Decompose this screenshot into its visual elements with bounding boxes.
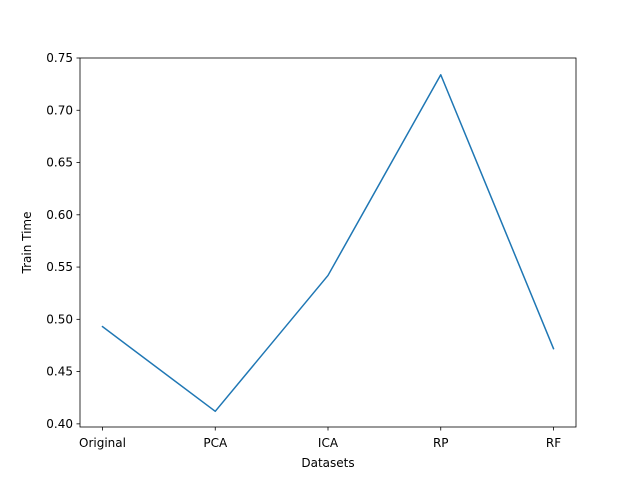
- y-tick-label: 0.55: [46, 260, 73, 274]
- plot-frame: [79, 57, 577, 428]
- y-tick-label: 0.60: [46, 208, 73, 222]
- y-tick-label: 0.40: [46, 417, 73, 431]
- x-axis-label: Datasets: [301, 456, 354, 470]
- y-tick-label: 0.50: [46, 312, 73, 326]
- x-axis-ticks: Original PCA ICA RP RF: [79, 427, 561, 450]
- y-tick-label: 0.45: [46, 365, 73, 379]
- y-tick-label: 0.75: [46, 51, 73, 65]
- x-tick-label: ICA: [318, 436, 339, 450]
- y-tick-label: 0.65: [46, 156, 73, 170]
- y-tick-label: 0.70: [46, 103, 73, 117]
- x-tick-label: RP: [433, 436, 449, 450]
- x-tick-label: Original: [79, 436, 126, 450]
- x-tick-label: RF: [546, 436, 561, 450]
- series-line: [101, 73, 555, 413]
- y-axis-label: Train Time: [20, 212, 34, 275]
- x-tick-label: PCA: [203, 436, 228, 450]
- y-axis-ticks: 0.40 0.45 0.50 0.55 0.60 0.65 0.70 0.75: [46, 51, 80, 431]
